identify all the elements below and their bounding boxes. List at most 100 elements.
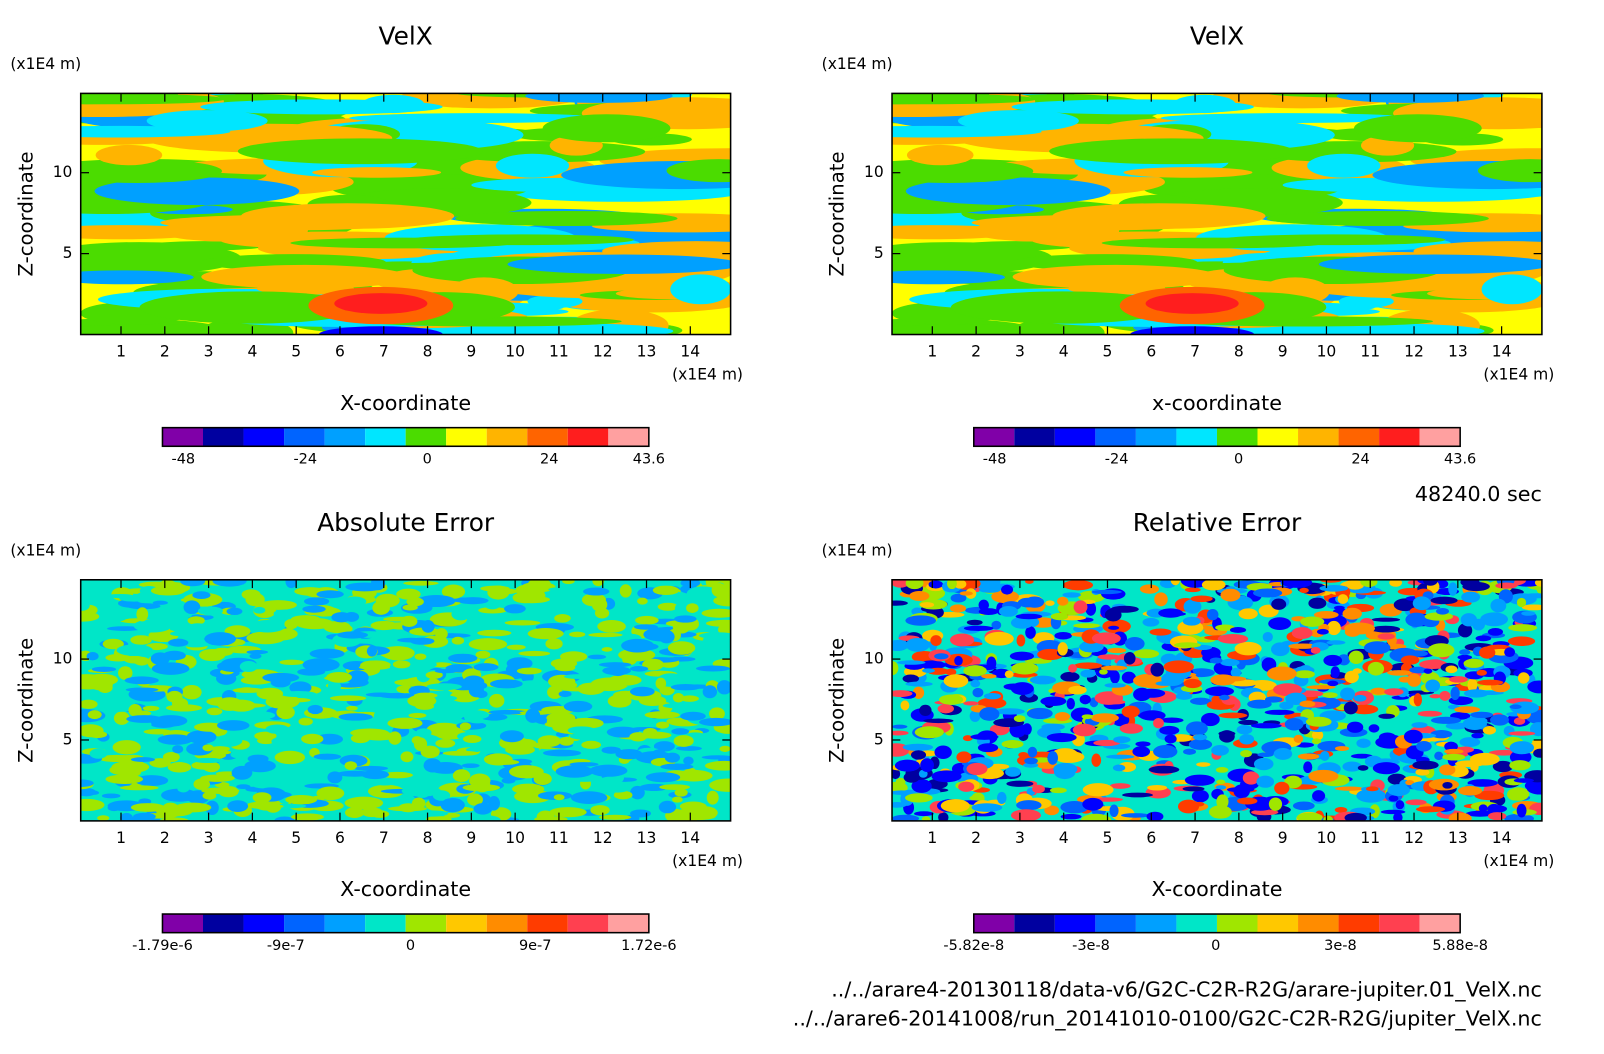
contour-blob [1429, 694, 1441, 699]
contour-blob [1482, 725, 1496, 735]
contour-blob [1124, 636, 1145, 651]
contour-blob [1334, 806, 1348, 813]
contour-blob [462, 735, 482, 743]
contour-blob [1459, 649, 1471, 656]
contour-blob [1027, 746, 1038, 758]
x-tick-label: 10 [505, 343, 525, 361]
contour-blob [1492, 760, 1514, 773]
contour-blob [1010, 809, 1041, 821]
colorbar-segment [1379, 427, 1420, 447]
contour-blob [1100, 665, 1128, 671]
contour-blob [1377, 633, 1395, 640]
contour-blob [485, 603, 499, 610]
contour-blob [1044, 805, 1060, 816]
contour-blob [1306, 685, 1336, 690]
contour-blob [629, 686, 655, 697]
contour-blob [1080, 669, 1096, 678]
colorbar-segment [1054, 914, 1096, 933]
contour-blob [1215, 624, 1235, 631]
contour-blob [468, 638, 508, 651]
contour-blob [312, 167, 442, 178]
contour-blob [1183, 599, 1202, 614]
contour-blob [1104, 608, 1122, 622]
contour-blob [1393, 598, 1417, 612]
contour-blob [619, 584, 632, 598]
contour-blob [1319, 751, 1330, 762]
contour-blob [101, 615, 126, 622]
contour-blob [1266, 210, 1489, 226]
contour-blob [271, 736, 303, 747]
contour-blob [1323, 815, 1333, 821]
contour-blob [963, 625, 994, 631]
contour-blob [1427, 643, 1455, 658]
contour-blob [1057, 642, 1068, 656]
colorbar-segment [324, 427, 366, 447]
contour-blob [316, 590, 344, 599]
contour-blob [1091, 589, 1122, 595]
contour-blob [1211, 695, 1221, 704]
contour-blob [892, 814, 920, 821]
colorbar-tick-label: 43.6 [1444, 452, 1476, 468]
contour-blob [146, 110, 268, 132]
contour-blob [88, 790, 100, 795]
y-tick-label: 5 [874, 244, 884, 262]
contour-blob [474, 778, 491, 793]
contour-blob [298, 717, 313, 726]
contour-blob [1060, 801, 1089, 814]
contour-blob [958, 781, 975, 792]
contour-blob [1425, 679, 1441, 693]
contour-blob [963, 701, 979, 706]
contour-blob [598, 814, 632, 820]
contour-blob [130, 757, 156, 762]
contour-blob [155, 612, 192, 620]
contour-blob [979, 707, 1000, 721]
contour-blob [1211, 745, 1229, 756]
contour-blob [970, 219, 1120, 242]
contour-blob [601, 647, 613, 652]
contour-blob [892, 93, 1038, 105]
contour-blob [192, 591, 211, 599]
contour-blob [922, 668, 935, 673]
colorbar-tick-label: -1.79e-6 [132, 938, 193, 954]
contour-blob [326, 671, 352, 683]
contour-blob [1477, 159, 1542, 183]
contour-blob [1372, 762, 1400, 775]
contour-blob [905, 681, 933, 687]
contour-blob [440, 797, 465, 813]
contour-blob [428, 762, 463, 774]
contour-blob [705, 619, 731, 627]
contour-blob [1010, 727, 1024, 738]
contour-blob [1153, 745, 1178, 759]
contour-blob [1158, 608, 1183, 618]
contour-blob [1006, 780, 1034, 787]
contour-blob [205, 800, 219, 816]
contour-blob [1344, 670, 1359, 684]
x-tick-label: 11 [1360, 829, 1380, 847]
x-tick-label: 8 [423, 829, 433, 847]
colorbar-segment [486, 914, 528, 933]
contour-blob [257, 737, 275, 745]
contour-blob [1170, 579, 1181, 586]
contour-blob [1137, 688, 1166, 698]
contour-blob [554, 664, 576, 672]
contour-blob [126, 603, 161, 610]
colorbar-segment [1216, 427, 1258, 447]
contour-blob [1504, 813, 1535, 821]
contour-blob [1458, 785, 1483, 796]
contour-blob [1308, 769, 1339, 783]
contour-blob [1342, 761, 1362, 772]
contour-blob [630, 785, 645, 800]
colorbar-segment [162, 914, 204, 933]
contour-blob [194, 722, 225, 732]
contour-blob [1271, 598, 1287, 610]
contour-blob [139, 291, 363, 324]
contour-blob [658, 630, 675, 644]
y-unit: (x1E4 m) [822, 55, 893, 73]
contour-blob [598, 662, 632, 668]
contour-blob [435, 628, 448, 640]
contour-blob [435, 738, 456, 748]
contour-blob [525, 93, 673, 103]
contour-blob [615, 601, 645, 608]
contour-blob [1508, 731, 1536, 736]
contour-blob [567, 726, 596, 735]
